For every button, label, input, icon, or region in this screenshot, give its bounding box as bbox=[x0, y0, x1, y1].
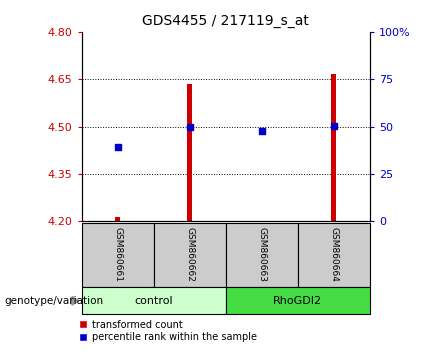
Text: genotype/variation: genotype/variation bbox=[4, 296, 104, 306]
Bar bbox=[82, 223, 154, 287]
Legend: transformed count, percentile rank within the sample: transformed count, percentile rank withi… bbox=[78, 319, 258, 343]
Text: RhoGDI2: RhoGDI2 bbox=[273, 296, 322, 306]
Bar bbox=[331, 74, 336, 221]
Bar bbox=[82, 287, 226, 314]
Bar bbox=[226, 287, 370, 314]
Bar bbox=[298, 223, 370, 287]
Text: GSM860664: GSM860664 bbox=[329, 227, 338, 282]
Text: GSM860662: GSM860662 bbox=[185, 227, 194, 282]
Text: control: control bbox=[135, 296, 173, 306]
Bar bbox=[226, 223, 298, 287]
Text: GSM860661: GSM860661 bbox=[113, 227, 122, 282]
Bar bbox=[154, 223, 226, 287]
Bar bbox=[115, 217, 120, 221]
Text: GSM860663: GSM860663 bbox=[257, 227, 266, 282]
Title: GDS4455 / 217119_s_at: GDS4455 / 217119_s_at bbox=[142, 14, 309, 28]
Bar bbox=[187, 84, 192, 221]
